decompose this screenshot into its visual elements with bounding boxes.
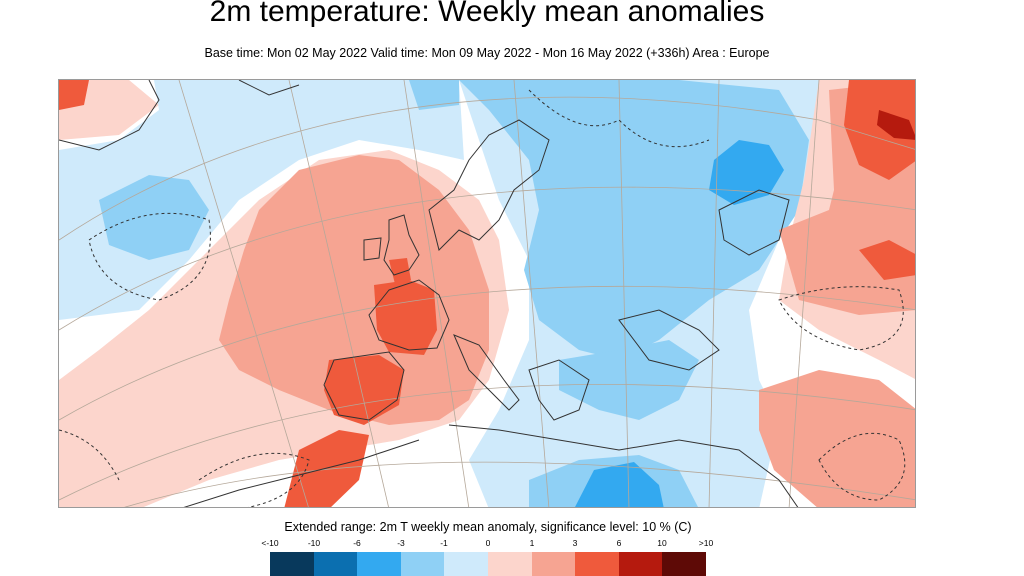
legend-swatch	[487, 552, 532, 576]
legend-color-bar	[270, 552, 706, 576]
medium-pink-zone-atlantic	[219, 155, 489, 425]
red-zone-kazakhstan	[859, 240, 915, 280]
red-zone-france	[374, 280, 437, 355]
legend-tick: >10	[698, 538, 714, 548]
legend-swatch	[575, 552, 619, 576]
legend-swatch	[313, 552, 358, 576]
significance-contours	[59, 89, 906, 507]
medium-blue-zone-atlantic	[99, 175, 209, 260]
legend-tick: -6	[353, 538, 361, 548]
legend-tick: 1	[529, 538, 535, 548]
red-zone-britain	[389, 258, 411, 284]
anomaly-map-canvas	[59, 80, 915, 507]
legend-swatch	[444, 552, 488, 576]
legend-swatch	[662, 552, 706, 576]
legend-tick: -1	[440, 538, 448, 548]
legend-tick-row: <-10 -10 -6 -3 -1 0 1 3 6 10 >10	[0, 538, 1024, 550]
medium-pink-zone-caspian	[779, 210, 915, 315]
legend-swatch	[270, 552, 314, 576]
red-zone-northwest	[59, 80, 89, 110]
chart-title: 2m temperature: Weekly mean anomalies	[209, 0, 765, 28]
deep-blue-zone-africa	[575, 462, 664, 507]
legend-swatch	[357, 552, 401, 576]
medium-blue-zone-greenland-sea	[409, 80, 459, 110]
dark-red-zone-urals	[877, 110, 915, 140]
legend-tick: 0	[485, 538, 491, 548]
light-blue-zone-north-atlantic	[59, 80, 464, 320]
red-zone-east	[844, 80, 915, 180]
legend-tick: <-10	[261, 538, 279, 548]
anomaly-map	[58, 79, 916, 508]
legend-swatch	[400, 552, 445, 576]
legend-tick: -3	[397, 538, 405, 548]
legend-swatch	[531, 552, 576, 576]
legend-tick: 10	[657, 538, 667, 548]
deep-blue-zone-russia	[709, 140, 784, 205]
coastlines	[59, 80, 799, 507]
legend-tick: -10	[307, 538, 321, 548]
legend-title: Extended range: 2m T weekly mean anomaly…	[284, 520, 692, 534]
red-zone-iberia	[324, 355, 404, 425]
medium-pink-zone-middle-east	[759, 370, 915, 507]
medium-blue-zone-scandinavia-russia	[459, 80, 809, 360]
legend-swatch	[618, 552, 663, 576]
medium-blue-zone-central	[559, 340, 699, 420]
legend-tick: 6	[616, 538, 622, 548]
legend-tick: 3	[572, 538, 578, 548]
chart-subtitle: Base time: Mon 02 May 2022 Valid time: M…	[204, 46, 770, 60]
